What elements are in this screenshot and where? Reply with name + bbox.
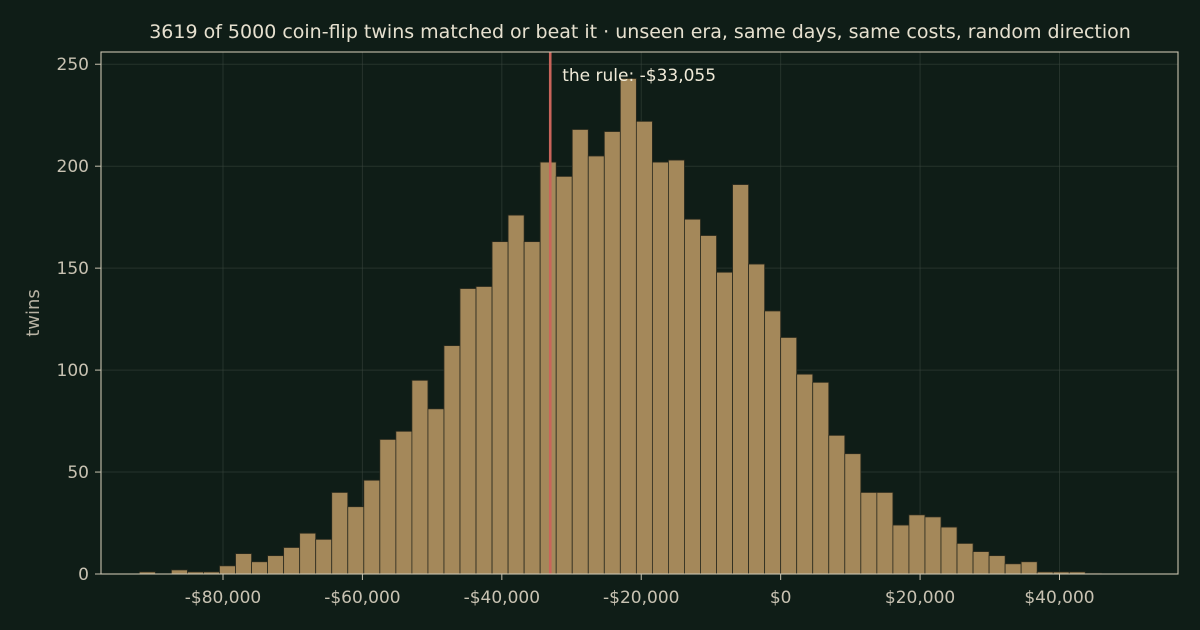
histogram-bar — [427, 408, 445, 575]
histogram-bar — [956, 543, 974, 575]
histogram-bar — [507, 214, 525, 575]
histogram-bar — [780, 337, 798, 575]
marker-label: the rule: -$33,055 — [562, 66, 716, 86]
histogram-bar — [571, 129, 589, 575]
histogram-bar — [828, 434, 846, 575]
x-tick-label: $20,000 — [885, 588, 955, 608]
histogram-bar — [475, 286, 493, 575]
histogram-bar — [411, 379, 429, 575]
x-tick-label: $0 — [770, 588, 792, 608]
histogram-bar — [299, 532, 317, 575]
marker: the rule: -$33,055 — [548, 52, 716, 574]
histogram-bar — [684, 218, 701, 575]
axes — [100, 51, 1179, 575]
chart-title: 3619 of 5000 coin-flip twins matched or … — [149, 21, 1131, 43]
histogram-bar — [347, 506, 365, 575]
x-tick-label: -$20,000 — [603, 588, 679, 608]
histogram-bar — [555, 175, 573, 575]
y-tick-label: 200 — [57, 157, 89, 177]
histogram-bar — [267, 555, 285, 575]
bars — [138, 78, 1102, 575]
x-tick-label: -$60,000 — [324, 588, 400, 608]
y-axis-label: twins — [23, 289, 44, 337]
histogram-bar — [732, 184, 749, 575]
histogram-bar — [379, 439, 397, 575]
histogram-bar — [908, 514, 926, 575]
x-tick-label: $40,000 — [1024, 588, 1094, 608]
histogram-bar — [940, 526, 958, 575]
histogram-bar — [796, 373, 814, 575]
x-tick-label: -$40,000 — [464, 588, 540, 608]
plot-frame — [100, 51, 1179, 575]
y-tick-label: 250 — [57, 55, 89, 75]
histogram-bar — [219, 565, 236, 575]
x-ticks: -$80,000 -$60,000 -$40,000 -$20,000 $0 $20,00… — [185, 574, 1095, 608]
x-tick-label: -$80,000 — [185, 588, 261, 608]
y-tick-label: 100 — [57, 361, 89, 381]
histogram-bar — [892, 524, 910, 575]
y-tick-label: 0 — [78, 565, 89, 585]
histogram-bar — [812, 381, 830, 575]
histogram-bar — [635, 120, 653, 575]
histogram-bar — [523, 241, 541, 575]
histogram-bar — [924, 516, 942, 575]
histogram-bar — [716, 271, 733, 575]
histogram-bar — [315, 538, 333, 575]
histogram-bar — [171, 569, 188, 575]
histogram-bar — [587, 155, 605, 575]
histogram-bar — [764, 310, 782, 575]
histogram-bar — [251, 561, 269, 575]
histogram-bar — [1020, 561, 1038, 575]
histogram-bar — [860, 492, 878, 575]
histogram-bar — [700, 235, 717, 575]
y-ticks: 0 50 100 150 200 250 — [57, 55, 101, 585]
histogram-bar — [283, 547, 301, 575]
histogram-bar — [748, 263, 766, 575]
histogram-bar — [235, 553, 252, 575]
histogram-bar — [331, 492, 349, 575]
histogram-bar — [395, 430, 413, 575]
histogram-bar — [1004, 563, 1022, 575]
histogram-bar — [844, 453, 862, 575]
y-tick-label: 50 — [67, 463, 89, 483]
histogram-bar — [668, 159, 685, 575]
histogram-bar — [539, 161, 557, 575]
histogram-bar — [876, 492, 894, 575]
histogram-bar — [443, 345, 461, 575]
histogram-bar — [603, 131, 621, 575]
histogram-bar — [363, 479, 381, 575]
histogram-bar — [491, 241, 509, 575]
histogram-bar — [619, 78, 637, 575]
histogram-bar — [651, 161, 669, 575]
histogram-bar — [459, 288, 477, 575]
y-tick-label: 150 — [57, 259, 89, 279]
histogram-bar — [972, 551, 990, 575]
histogram-bar — [988, 555, 1006, 575]
